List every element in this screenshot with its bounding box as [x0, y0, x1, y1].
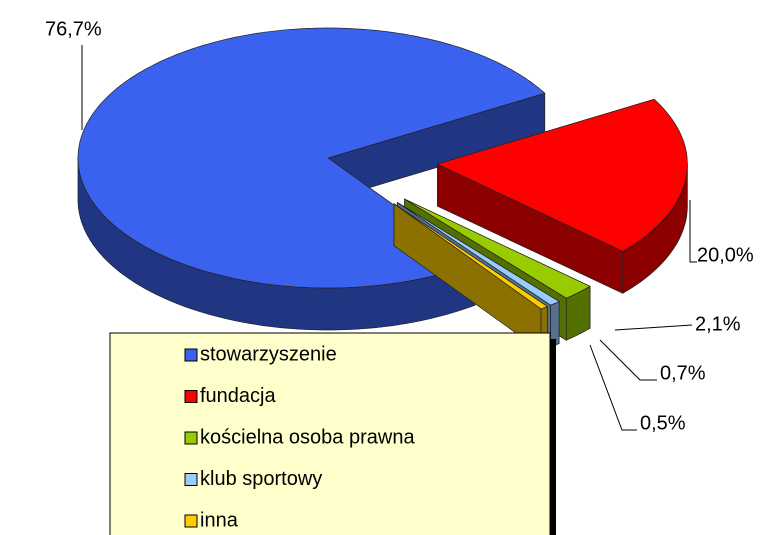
leader-line — [614, 324, 693, 331]
leader-line — [589, 344, 637, 431]
data-label: 76,7% — [45, 18, 102, 40]
slice — [404, 198, 591, 299]
data-label: 2,1% — [695, 313, 741, 335]
legend-label: kościelna osoba prawna — [200, 426, 415, 448]
slice — [436, 98, 688, 252]
slice — [393, 203, 549, 310]
legend-swatch — [184, 473, 198, 486]
leader-line — [689, 200, 697, 263]
legend-label: stowarzyszenie — [200, 343, 337, 365]
slice — [397, 202, 560, 306]
legend-label: klub sportowy — [200, 468, 322, 490]
data-label: 20,0% — [697, 244, 754, 266]
slice — [77, 27, 546, 289]
data-label: 0,5% — [640, 412, 686, 434]
legend-swatch — [184, 390, 198, 403]
legend — [109, 332, 551, 535]
leader-line — [599, 339, 657, 381]
legend-swatch — [184, 514, 198, 528]
legend-label: inna — [200, 509, 239, 531]
legend-swatch — [184, 431, 198, 445]
legend-swatch — [184, 348, 198, 362]
data-label: 0,7% — [660, 362, 706, 384]
legend-label: fundacja — [200, 385, 276, 407]
